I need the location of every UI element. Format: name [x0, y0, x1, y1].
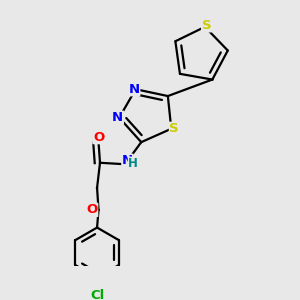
Text: S: S: [169, 122, 179, 135]
Text: Cl: Cl: [90, 290, 104, 300]
Text: S: S: [202, 19, 211, 32]
Text: N: N: [122, 154, 133, 167]
Text: N: N: [129, 83, 140, 96]
Text: O: O: [86, 203, 98, 216]
Text: H: H: [128, 157, 138, 170]
Text: O: O: [93, 130, 104, 144]
Text: N: N: [112, 111, 123, 124]
